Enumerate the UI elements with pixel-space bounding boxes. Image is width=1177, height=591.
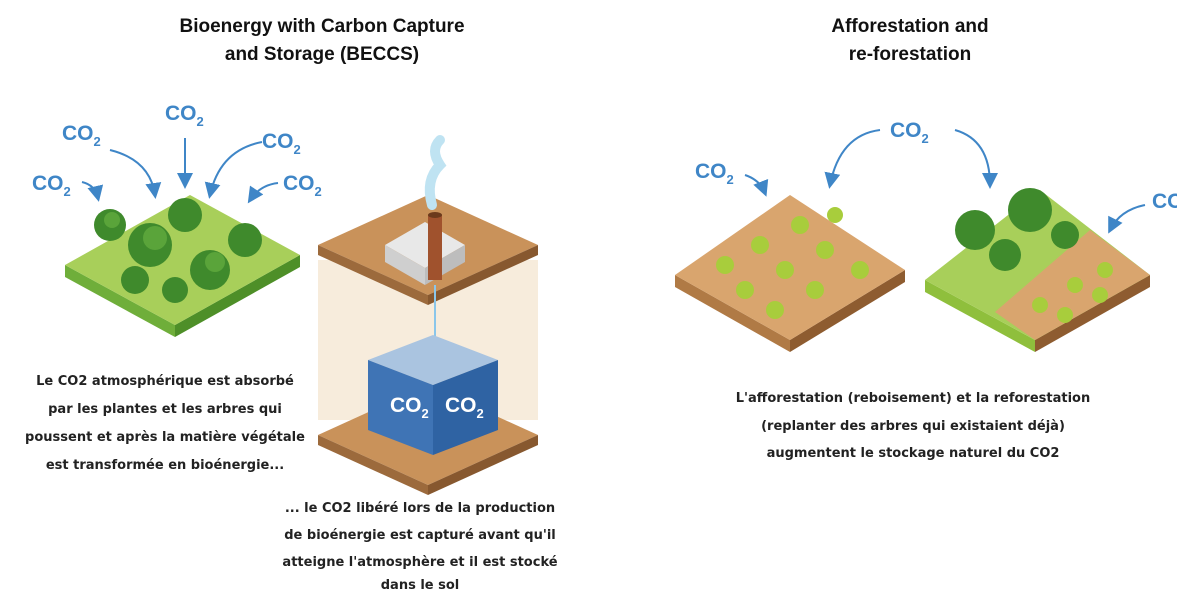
description-line: augmentent le stockage naturel du CO2 xyxy=(767,446,1060,461)
co2-text: CO xyxy=(445,394,477,417)
reforestation-plot xyxy=(925,188,1150,352)
co2-label: CO2 xyxy=(262,130,301,157)
description-line: par les plantes et les arbres qui xyxy=(48,402,282,417)
co2-label: CO2 xyxy=(62,122,101,149)
title-line: Afforestation and xyxy=(831,16,988,37)
forest-plot xyxy=(65,195,300,337)
co2-text: CO xyxy=(262,130,294,153)
title-line: re-forestation xyxy=(849,44,971,65)
co2-text: CO xyxy=(390,394,422,417)
co2-text: CO xyxy=(1152,190,1177,213)
co2-subscript: 2 xyxy=(197,114,204,129)
description-line: de bioénergie est capturé avant qu'il xyxy=(284,528,556,543)
co2-subscript: 2 xyxy=(315,184,322,199)
descriptions: Le CO2 atmosphérique est absorbé par les… xyxy=(25,374,1090,591)
co2-subscript: 2 xyxy=(94,134,101,149)
co2-subscript: 2 xyxy=(64,184,71,199)
co2-label: CO2 xyxy=(890,119,929,146)
co2-subscript: 2 xyxy=(922,131,929,146)
co2-text: CO xyxy=(283,172,315,195)
title-line: and Storage (BECCS) xyxy=(225,44,419,65)
description-line: (replanter des arbres qui existaient déj… xyxy=(761,419,1065,434)
diagram: Bioenergy with Carbon Capture and Storag… xyxy=(0,0,1177,591)
title-line: Bioenergy with Carbon Capture xyxy=(179,16,464,37)
co2-label: CO2 xyxy=(695,160,734,187)
co2-text: CO xyxy=(890,119,922,142)
arrows-left xyxy=(82,138,278,200)
co2-text: CO xyxy=(32,172,64,195)
description-line: est transformée en bioénergie... xyxy=(46,458,284,473)
co2-label: CO2 xyxy=(165,102,204,129)
description-line: dans le sol xyxy=(381,578,460,591)
co2-subscript: 2 xyxy=(727,172,734,187)
description-line: Le CO2 atmosphérique est absorbé xyxy=(36,374,294,389)
titles: Bioenergy with Carbon Capture and Storag… xyxy=(179,16,988,65)
storage-block xyxy=(318,140,538,495)
description-line: L'afforestation (reboisement) et la refo… xyxy=(736,391,1091,406)
co2-text: CO xyxy=(695,160,727,183)
co2-subscript: 2 xyxy=(477,406,484,421)
afforestation-plot xyxy=(675,195,905,352)
description-line: ... le CO2 libéré lors de la production xyxy=(285,501,555,516)
description-line: atteigne l'atmosphère et il est stocké xyxy=(282,555,557,570)
co2-text: CO xyxy=(165,102,197,125)
co2-subscript: 2 xyxy=(294,142,301,157)
co2-text: CO xyxy=(62,122,94,145)
description-line: poussent et après la matière végétale xyxy=(25,430,305,445)
co2-subscript: 2 xyxy=(422,406,429,421)
co2-label: CO2 xyxy=(283,172,322,199)
co2-label: CO xyxy=(1152,190,1177,213)
co2-label: CO2 xyxy=(32,172,71,199)
